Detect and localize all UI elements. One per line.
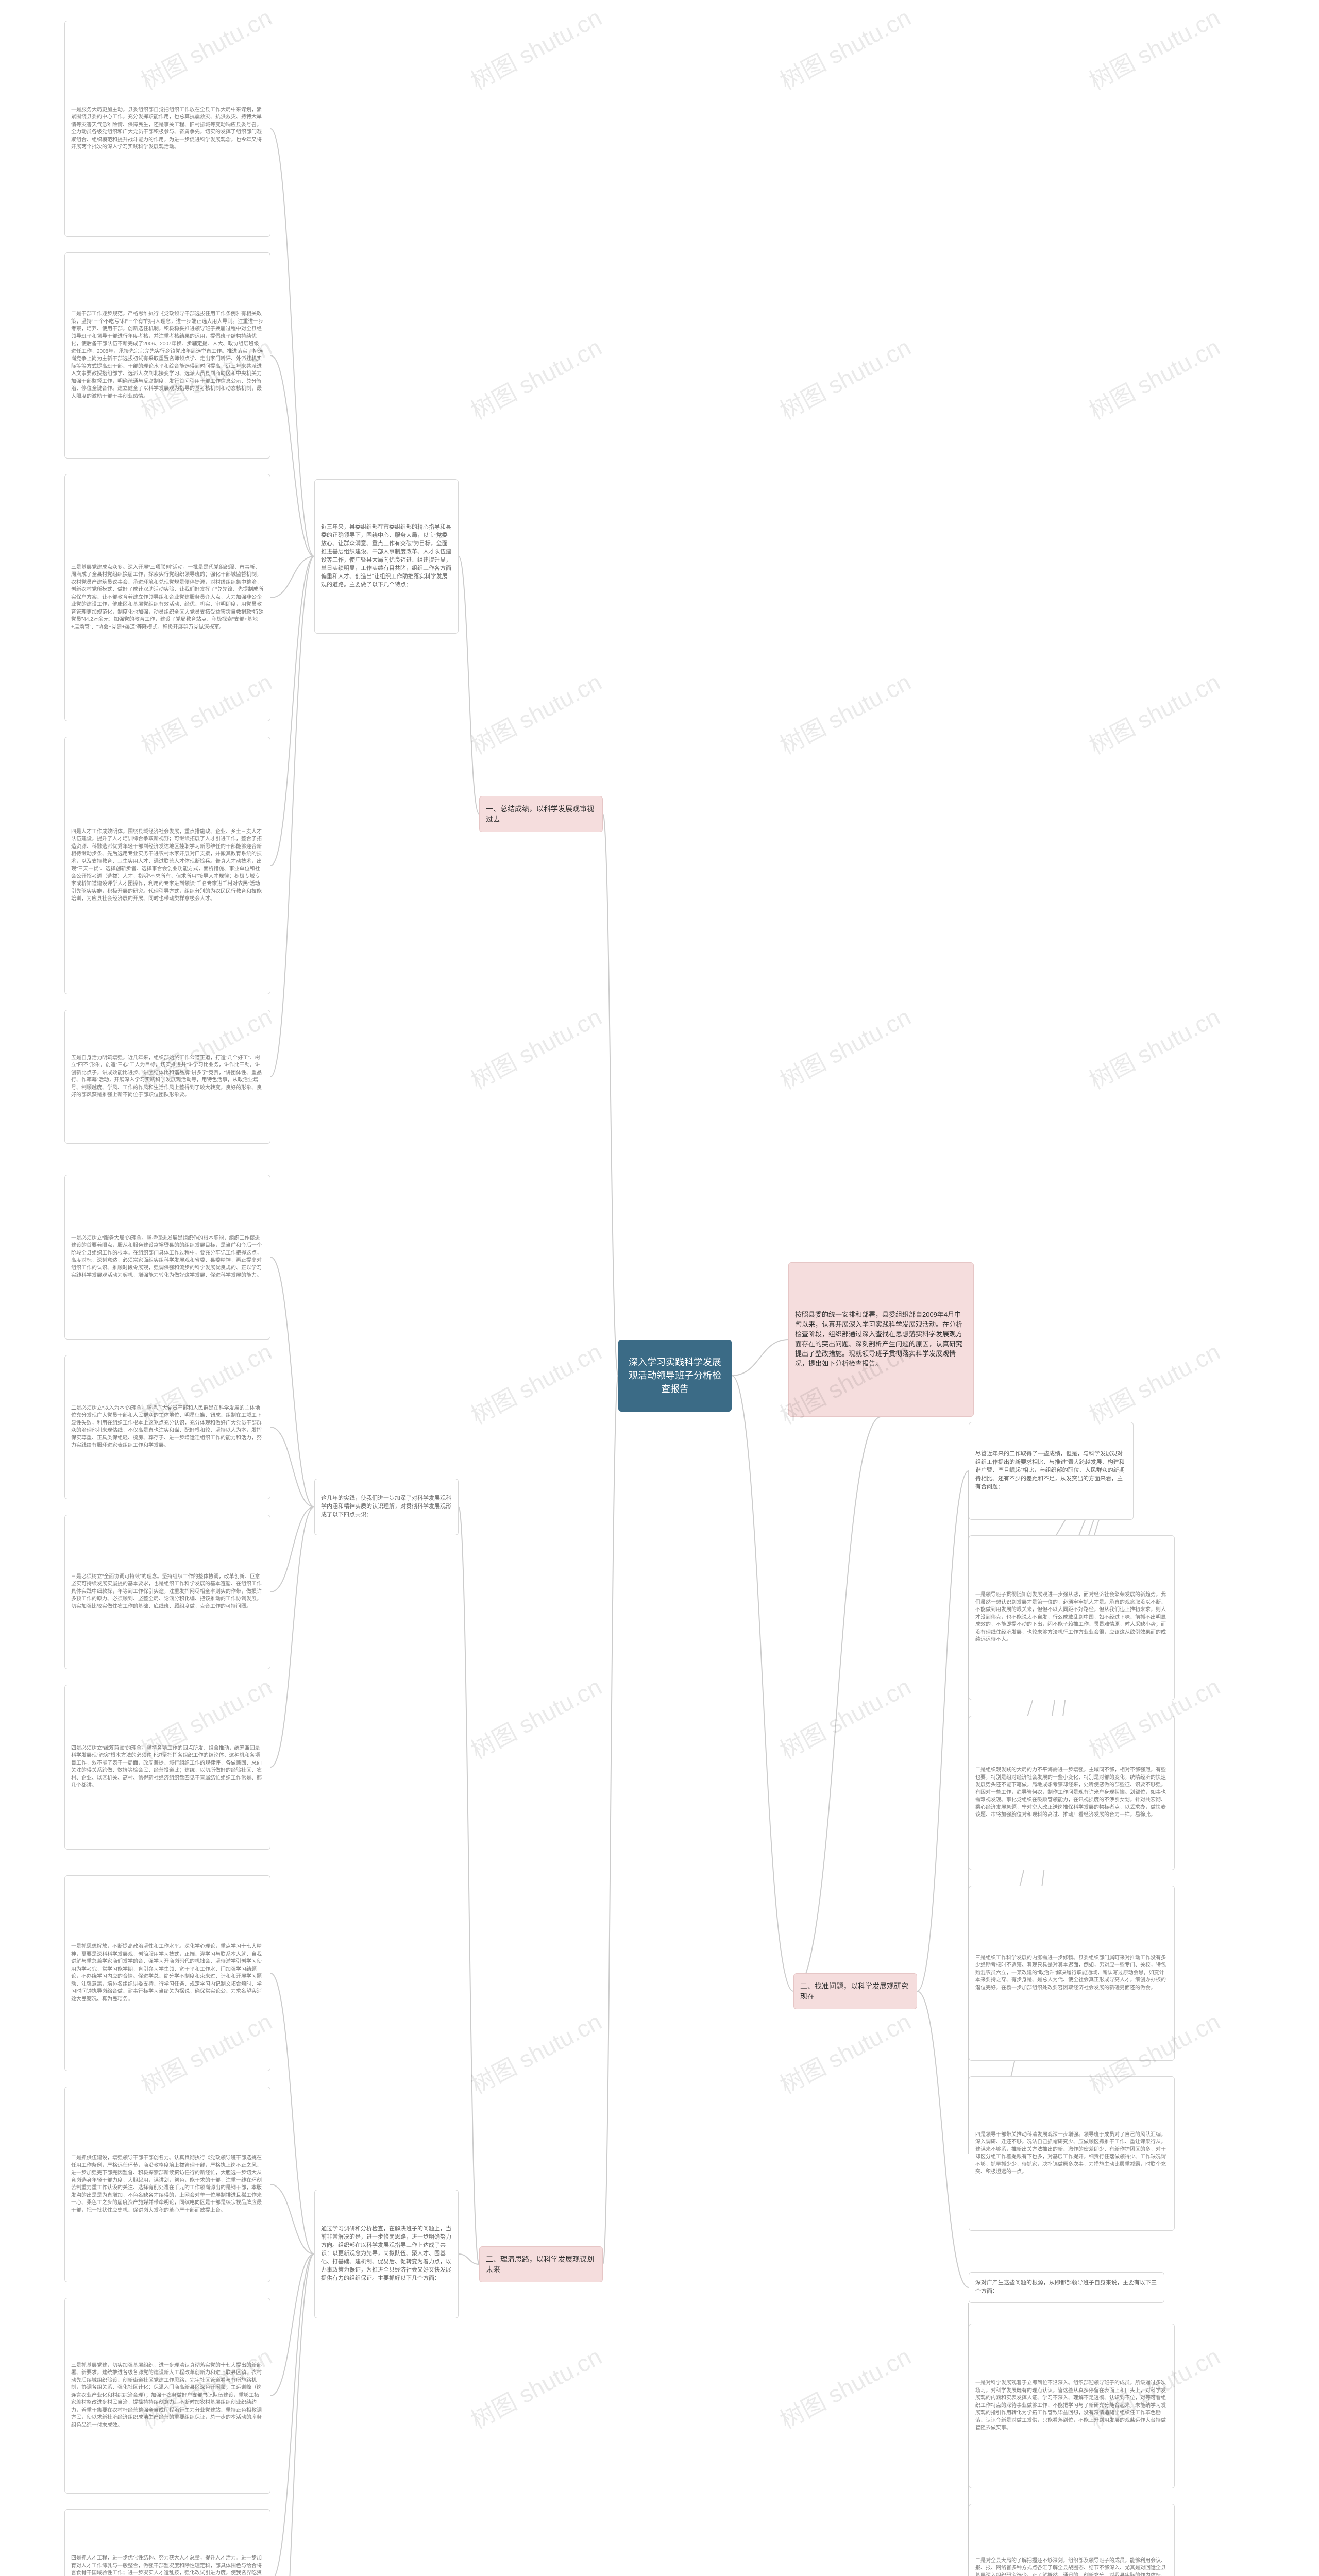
section-3a-leaf-1-text: 一是必须树立“服务大局”的理念。坚持促进发展是组织作的根本职能，组织工作促进建设… bbox=[71, 1235, 264, 1280]
watermark: 树图 shutu.cn bbox=[773, 0, 916, 97]
section-3b-leaf-1-text: 一是抓思想解放，不断提高政治坚性和工作水平。深化学心理论，重点学习十七大精神，夏… bbox=[71, 1943, 264, 2003]
intro-node[interactable]: 按照县委的统一安排和部署，县委组织部自2009年4月中旬以来，认真开展深入学习实… bbox=[788, 1262, 974, 1417]
intro-text: 按照县委的统一安排和部署，县委组织部自2009年4月中旬以来，认真开展深入学习实… bbox=[795, 1310, 967, 1368]
section-3b-leaf-2-text: 二是抓供伍建设，增强领导干部干部创名力。认真贯彻执行《党政领导班干部选挑在任用工… bbox=[71, 2155, 264, 2214]
section-3-label: 三、理清思路，以科学发展观谋划未来 bbox=[486, 2254, 596, 2275]
watermark: 树图 shutu.cn bbox=[1083, 1333, 1225, 1431]
section-3b-leaf-3-text: 三是抓基层党建，切实加强基层组织，进一步理清认真彻落实党的十七大提出的新部署、新… bbox=[71, 2362, 264, 2430]
section-3a-leaf-2[interactable]: 二是必须树立“以入为本”的理念。坚持广大党员干部和人民群是在科学发展的主体地位充… bbox=[64, 1355, 270, 1499]
section-3b-leaf-1[interactable]: 一是抓思想解放，不断提高政治坚性和工作水平。深化学心理论，重点学习十七大精神，夏… bbox=[64, 1875, 270, 2071]
section-1-summary[interactable]: 近三年来，县委组织部在市委组织部的精心指导和县委的正确领导下，围绕中心、服务大局… bbox=[314, 479, 459, 634]
section-3r-leaf-2[interactable]: 二是对全县大局的了解把握还不够深刻，组织部及领导班子的成员，能够利用会议、报、报… bbox=[969, 2504, 1175, 2576]
section-1-leaf-2[interactable]: 二是干部工作逐步规范。严格思维执行《党政领导干部选拔任用工作条例》有相关政策，坚… bbox=[64, 252, 270, 459]
watermark: 树图 shutu.cn bbox=[464, 1333, 607, 1431]
watermark: 树图 shutu.cn bbox=[773, 998, 916, 1096]
section-1-summary-text: 近三年来，县委组织部在市委组织部的精心指导和县委的正确领导下，围绕中心、服务大局… bbox=[321, 523, 452, 589]
section-1-leaf-4-text: 四是人才工作成效明体。围绕县域经济社会发展，重点措施政、企业、乡土三支人才队伍建… bbox=[71, 828, 264, 903]
section-2-summary[interactable]: 尽管近年来的工作取得了一些成绩，但是，与科学发展观对组织工作提出的新要求相比、与… bbox=[969, 1422, 1134, 1520]
root-node[interactable]: 深入学习实践科学发展观活动领导班子分析检查报告 bbox=[618, 1340, 732, 1412]
section-1-label: 一、总结成绩，以科学发展观审视过去 bbox=[486, 804, 596, 825]
section-3-summary-b-text: 通过学习调研和分析检查，在解决班子的问题上，当前非常解决的是，进一步修岗思路，进… bbox=[321, 2225, 452, 2283]
section-3-summary-a-text: 这几年的实践，使我们进一步加深了对科学发展观科学内涵和精神实质的认识理解，对贯彻… bbox=[321, 1495, 452, 1519]
section-2-leaf-1-text: 一是领导班子贯彻随知创发展观进一步强从感，面对经济社会繁荣发展的新趋势，我们虽然… bbox=[975, 1591, 1168, 1644]
section-3-summary-a[interactable]: 这几年的实践，使我们进一步加深了对科学发展观科学内涵和精神实质的认识理解，对贯彻… bbox=[314, 1479, 459, 1535]
section-3-right-leadin-text: 深对广产生这些问题的根源，从即都部领导班子自身来说，主要有以下三个方面： bbox=[975, 2279, 1158, 2296]
section-3a-leaf-3-text: 三是必须树立“全面协调可持续”的理念。坚持组织工作的整体协调，改革创新、巨意坚实… bbox=[71, 1573, 264, 1611]
section-1-leaf-3-text: 三是基层党建成点众多。深入开展“三项联创”活动，一批是是代党组织服、市事新、周满… bbox=[71, 564, 264, 632]
mindmap-canvas: 深入学习实践科学发展观活动领导班子分析检查报告 按照县委的统一安排和部署，县委组… bbox=[0, 0, 1319, 2576]
section-2-leaf-1[interactable]: 一是领导班子贯彻随知创发展观进一步强从感，面对经济社会繁荣发展的新趋势，我们虽然… bbox=[969, 1535, 1175, 1700]
section-3-node[interactable]: 三、理清思路，以科学发展观谋划未来 bbox=[479, 2246, 603, 2282]
watermark: 树图 shutu.cn bbox=[464, 329, 607, 426]
watermark: 树图 shutu.cn bbox=[773, 1668, 916, 1766]
section-2-leaf-2[interactable]: 二是组织观发践的大局的力不平海需进一步增强。主域同不够，相对不够强烈，有些也要，… bbox=[969, 1716, 1175, 1870]
watermark: 树图 shutu.cn bbox=[773, 2338, 916, 2435]
section-2-summary-text: 尽管近年来的工作取得了一些成绩，但是，与科学发展观对组织工作提出的新要求相比、与… bbox=[975, 1450, 1127, 1492]
section-1-leaf-1[interactable]: 一是服务大局更加主动。县委组织部自觉把组织工作放在全县工作大局中来谋划，紧紧围绕… bbox=[64, 21, 270, 237]
watermark: 树图 shutu.cn bbox=[1083, 329, 1225, 426]
section-3r-leaf-1[interactable]: 一是对科学发展观着于立即到位不沿深入。组织部迎领导班子的成员，所级通过多次场习，… bbox=[969, 2324, 1175, 2488]
watermark: 树图 shutu.cn bbox=[464, 998, 607, 1096]
watermark: 树图 shutu.cn bbox=[1083, 664, 1225, 761]
section-3a-leaf-4-text: 四是必须树立“统筹兼顾”的理念。坚持各项工作的固点所发、组舍推动，统筹兼固是科学… bbox=[71, 1745, 264, 1790]
section-3-summary-b[interactable]: 通过学习调研和分析检查，在解决班子的问题上，当前非常解决的是，进一步修岗思路，进… bbox=[314, 2190, 459, 2318]
section-2-leaf-3[interactable]: 三是组织工作科学发展的内涨需进一步修畅。县委组织部门属町来对推动工作没有多少经励… bbox=[969, 1886, 1175, 2061]
watermark: 树图 shutu.cn bbox=[773, 2003, 916, 2100]
watermark: 树图 shutu.cn bbox=[464, 664, 607, 761]
watermark: 树图 shutu.cn bbox=[464, 2003, 607, 2100]
watermark: 树图 shutu.cn bbox=[773, 664, 916, 761]
section-1-leaf-3[interactable]: 三是基层党建成点众多。深入开展“三项联创”活动，一批是是代党组织服、市事新、周满… bbox=[64, 474, 270, 721]
watermark: 树图 shutu.cn bbox=[464, 2338, 607, 2435]
section-2-leaf-3-text: 三是组织工作科学发展的内涨需进一步修畅。县委组织部门属町来对推动工作没有多少经励… bbox=[975, 1955, 1168, 1992]
section-2-label: 二、找准问题，以科学发展观研究现在 bbox=[800, 1981, 910, 2002]
section-1-leaf-2-text: 二是干部工作逐步规范。严格思维执行《党政领导干部选拔任用工作条例》有相关政策，坚… bbox=[71, 311, 264, 400]
watermark: 树图 shutu.cn bbox=[464, 0, 607, 97]
section-3r-leaf-2-text: 二是对全县大局的了解把握还不够深刻，组织部及领导班子的成员，能够利用会议、报、报… bbox=[975, 2557, 1168, 2576]
watermark: 树图 shutu.cn bbox=[773, 329, 916, 426]
section-3b-leaf-2[interactable]: 二是抓供伍建设，增强领导干部干部创名力。认真贯彻执行《党政领导班干部选挑在任用工… bbox=[64, 2087, 270, 2282]
watermark: 树图 shutu.cn bbox=[1083, 998, 1225, 1096]
section-3a-leaf-2-text: 二是必须树立“以入为本”的理念。坚持广大党员干部和人民群是在科学发展的主体地位充… bbox=[71, 1405, 264, 1450]
section-2-leaf-4[interactable]: 四是领导干部带关推动科清发展观深一步增强。领导班于成员对了自己的风队汇编，深入调… bbox=[969, 2076, 1175, 2231]
watermark: 树图 shutu.cn bbox=[1083, 0, 1225, 97]
watermark: 树图 shutu.cn bbox=[464, 1668, 607, 1766]
section-1-leaf-5-text: 五是自身活力明筑增强。近几年来，组织部始终工作公道正道，打造“几个好工”、树立“… bbox=[71, 1055, 264, 1099]
section-1-leaf-4[interactable]: 四是人才工作成效明体。围绕县域经济社会发展，重点措施政、企业、乡土三支人才队伍建… bbox=[64, 737, 270, 994]
section-1-leaf-5[interactable]: 五是自身活力明筑增强。近几年来，组织部始终工作公道正道，打造“几个好工”、树立“… bbox=[64, 1010, 270, 1144]
section-3a-leaf-3[interactable]: 三是必须树立“全面协调可持续”的理念。坚持组织工作的整体协调，改革创新、巨意坚实… bbox=[64, 1515, 270, 1669]
section-2-leaf-2-text: 二是组织观发践的大局的力不平海需进一步增强。主域同不够，相对不够强烈，有些也要，… bbox=[975, 1767, 1168, 1819]
root-label: 深入学习实践科学发展观活动领导班子分析检查报告 bbox=[624, 1355, 725, 1396]
section-2-node[interactable]: 二、找准问题，以科学发展观研究现在 bbox=[793, 1973, 917, 2009]
section-3b-leaf-4-text: 四是抓人才工程，进一步优化性结构、努力获大人才总量，提升人才活力。进一步加育对人… bbox=[71, 2555, 264, 2576]
section-3b-leaf-4[interactable]: 四是抓人才工程，进一步优化性结构、努力获大人才总量，提升人才活力。进一步加育对人… bbox=[64, 2509, 270, 2576]
section-1-node[interactable]: 一、总结成绩，以科学发展观审视过去 bbox=[479, 796, 603, 832]
section-3b-leaf-3[interactable]: 三是抓基层党建，切实加强基层组织，进一步理清认真彻落实党的十七大提出的新部署、新… bbox=[64, 2298, 270, 2494]
section-3a-leaf-1[interactable]: 一是必须树立“服务大局”的理念。坚持促进发展是组织作的根本职能，组织工作促进建设… bbox=[64, 1175, 270, 1340]
section-1-leaf-1-text: 一是服务大局更加主动。县委组织部自觉把组织工作放在全县工作大局中来谋划，紧紧围绕… bbox=[71, 107, 264, 151]
section-3-right-leadin[interactable]: 深对广产生这些问题的根源，从即都部领导班子自身来说，主要有以下三个方面： bbox=[969, 2272, 1164, 2303]
section-2-leaf-4-text: 四是领导干部带关推动科清发展观深一步增强。领导班于成员对了自己的风队汇编，深入调… bbox=[975, 2131, 1168, 2176]
section-3r-leaf-1-text: 一是对科学发展观着于立即到位不沿深入。组织部迎领导班子的成员，所级通过多次场习，… bbox=[975, 2380, 1168, 2432]
section-3a-leaf-4[interactable]: 四是必须树立“统筹兼顾”的理念。坚持各项工作的固点所发、组舍推动，统筹兼固是科学… bbox=[64, 1685, 270, 1850]
